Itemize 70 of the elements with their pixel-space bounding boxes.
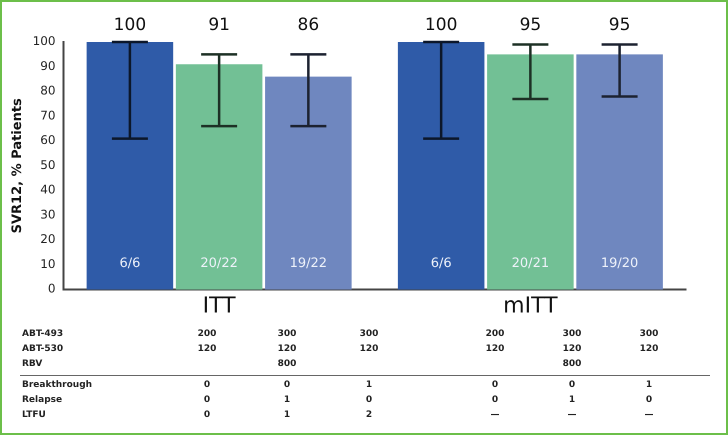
x-tick-label: ITT [202,294,236,319]
text: 200 [196,328,218,341]
data-label: 86 [298,14,320,35]
text: 0 [568,379,576,392]
text: 1 [282,409,292,422]
data-label: 100 [114,14,146,35]
y-tick-label: 80 [40,84,56,98]
text: 300 [358,328,380,341]
text: 1 [364,379,374,392]
text: 120 [484,343,506,356]
text: RBV [22,358,44,371]
text: 0 [282,379,292,392]
text: 0 [202,409,212,422]
data-label: 91 [208,14,230,35]
text: — [566,409,578,422]
text: 0 [490,379,500,392]
x-tick-label: mITT [503,294,558,319]
text: 2 [364,409,374,422]
y-tick-label: 20 [40,232,56,246]
text: 120 [196,343,218,356]
annotation: 20/22 [200,256,238,271]
bar [398,42,484,290]
text: 120 [276,343,298,356]
text: 300 [638,328,660,341]
text: 1 [644,379,654,392]
annotation: 20/21 [512,256,550,271]
annotation: 19/20 [600,256,638,271]
y-tick-label: 100 [32,34,56,48]
text: 800 [276,358,298,371]
y-tick-label: 50 [40,158,56,172]
annotation: 6/6 [430,256,452,271]
text: 120 [562,343,582,356]
text: 0 [490,394,500,407]
data-label: 95 [520,14,542,35]
annotation: 19/22 [290,256,328,271]
bar [265,76,352,290]
text: 1 [568,394,576,407]
text: ABT-530 [22,343,64,356]
y-axis-title: SVR12, % Patients [10,98,26,234]
text: — [490,409,500,422]
text: 0 [202,394,212,407]
y-tick-label: 70 [40,108,56,122]
text: 300 [276,328,298,341]
y-tick-label: 60 [40,133,56,148]
text: 120 [358,343,380,356]
y-tick-label: 0 [48,282,56,296]
data-label: 95 [608,14,630,35]
annotation: 6/6 [119,256,140,271]
y-tick-label: 90 [40,58,56,73]
text: Breakthrough [22,379,94,392]
text: 1 [282,394,292,407]
text: ABT-493 [22,328,64,341]
text: Relapse [22,394,64,407]
text: 200 [484,328,506,341]
text: 0 [644,394,654,407]
text: — [644,409,654,422]
bar [176,64,262,290]
text: 120 [638,343,660,356]
text: LTFU [22,409,47,422]
text: 0 [364,394,374,407]
text: 0 [202,379,212,392]
text: 800 [562,358,582,371]
y-tick-label: 40 [40,182,56,197]
bar [86,42,174,290]
y-tick-label: 30 [40,207,56,222]
text: 300 [562,328,582,341]
y-tick-label: 10 [40,256,56,271]
bar [487,54,574,290]
bar [576,54,663,290]
data-label: 100 [424,14,458,35]
